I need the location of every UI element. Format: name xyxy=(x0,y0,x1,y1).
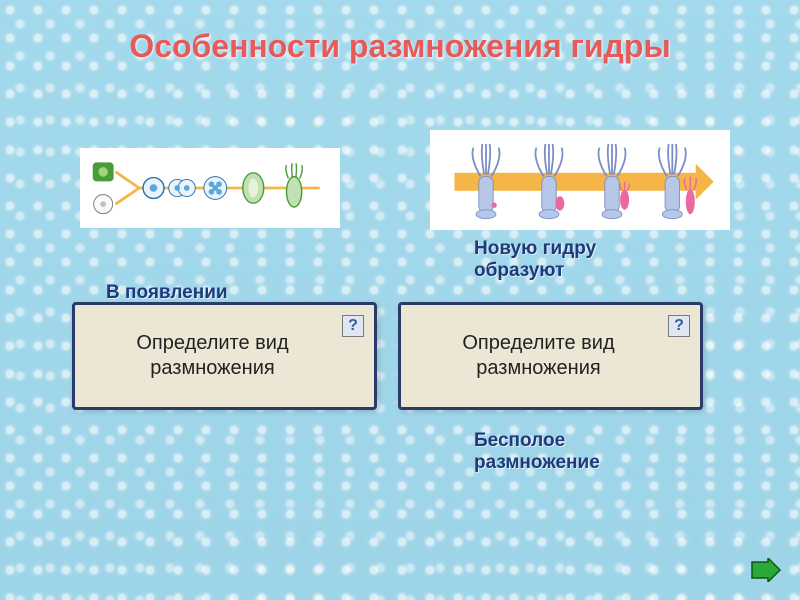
sexual-sequence-svg xyxy=(87,152,334,224)
reveal-text-left: В появлении xyxy=(106,282,306,304)
budding-sequence-svg xyxy=(438,135,723,225)
card-right-text: Определите вид размножения xyxy=(401,331,700,381)
reveal-text-right-bottom: Бесполое размножение xyxy=(474,430,674,474)
next-slide-button[interactable] xyxy=(750,558,782,582)
page-title: Особенности размножения гидры xyxy=(0,28,800,65)
question-card-right[interactable]: Определите вид размножения ? xyxy=(398,302,703,410)
diagram-sexual-reproduction xyxy=(80,148,340,228)
help-icon[interactable]: ? xyxy=(668,315,690,337)
reveal-text-right-top: Новую гидру образуют xyxy=(474,238,644,282)
help-icon[interactable]: ? xyxy=(342,315,364,337)
question-card-left[interactable]: Определите вид размножения ? xyxy=(72,302,377,410)
diagram-asexual-budding xyxy=(430,130,730,230)
next-arrow-icon xyxy=(750,558,782,582)
card-left-text: Определите вид размножения xyxy=(75,331,374,381)
